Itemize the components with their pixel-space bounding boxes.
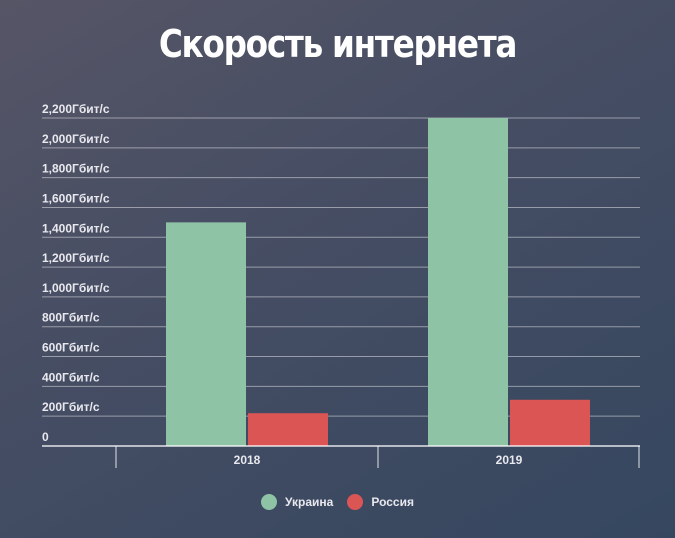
y-tick-label: 0 [42, 430, 49, 444]
bar-Россия-2018[interactable] [248, 413, 328, 446]
legend-item[interactable]: Украина [261, 494, 333, 510]
legend-swatch [347, 494, 364, 510]
bar-Украина-2018[interactable] [166, 222, 246, 446]
x-axis: 2018 2019 [42, 445, 640, 468]
y-tick-label: 1,600Гбит/с [42, 191, 110, 205]
legend-item[interactable]: Россия [347, 494, 414, 510]
legend-label: Украина [285, 495, 334, 509]
y-tick-label: 600Гбит/с [42, 341, 100, 355]
bar-Россия-2019[interactable] [510, 399, 590, 446]
y-tick-label: 1,200Гбит/с [42, 251, 110, 265]
legend: Украина Россия [0, 494, 675, 510]
y-axis-ticks: 0 200Гбит/с 400Гбит/с 600Гбит/с 800Гбит/с 1,0… [42, 102, 110, 444]
gridlines [42, 117, 640, 417]
bar-Украина-2019[interactable] [428, 118, 508, 446]
x-tick-label: 2019 [496, 453, 523, 467]
y-tick-label: 1,000Гбит/с [42, 281, 110, 295]
x-tick-label: 2018 [234, 453, 261, 467]
chart-title: Скорость интернета [158, 22, 518, 66]
y-tick-label: 1,800Гбит/с [42, 162, 110, 176]
y-tick-label: 1,400Гбит/с [42, 221, 110, 235]
y-tick-label: 2,200Гбит/с [42, 102, 110, 116]
y-tick-label: 400Гбит/с [42, 370, 100, 384]
bars [166, 118, 590, 446]
legend-label: Россия [371, 495, 414, 509]
y-tick-label: 200Гбит/с [42, 400, 100, 414]
y-tick-label: 2,000Гбит/с [42, 132, 110, 146]
legend-swatch [261, 494, 278, 510]
y-tick-label: 800Гбит/с [42, 311, 100, 325]
